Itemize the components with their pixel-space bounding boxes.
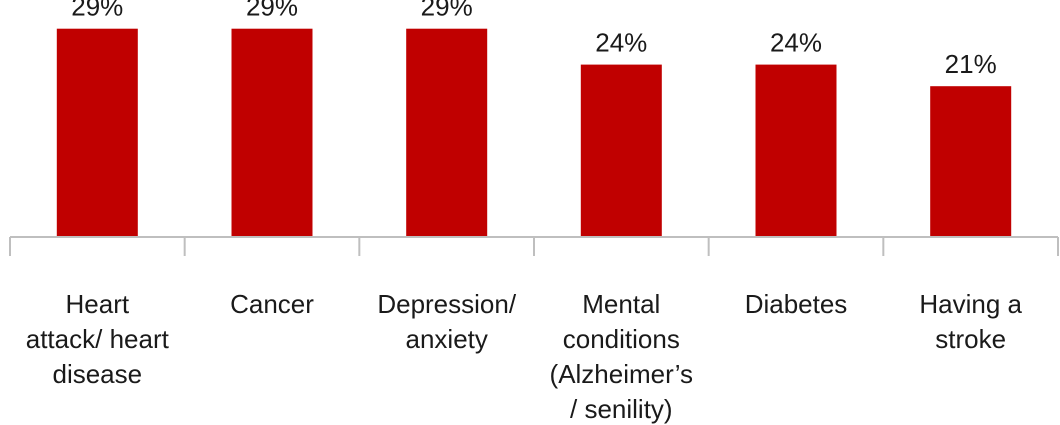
- bars-group: [56, 28, 1012, 238]
- category-label-line: stroke: [935, 324, 1006, 354]
- category-label-line: (Alzheimer’s: [550, 359, 694, 389]
- bar: [580, 64, 662, 237]
- bar-value-label: 21%: [945, 49, 997, 79]
- category-label-line: Diabetes: [745, 289, 848, 319]
- category-label-line: Mental: [582, 289, 660, 319]
- bar: [231, 28, 313, 238]
- category-label: Mental conditions (Alzheimer’s / senility): [550, 289, 694, 424]
- category-label-line: Having a: [919, 289, 1022, 319]
- bar: [406, 28, 488, 238]
- category-labels-group: Heart attack/ heart disease Cancer Depressio…: [26, 289, 1023, 424]
- bar: [56, 28, 138, 238]
- value-labels-group: 29% 29% 29% 24% 24% 21%: [71, 0, 996, 79]
- bar-value-label: 29%: [421, 0, 473, 22]
- bar: [930, 86, 1012, 237]
- x-axis-ticks-group: [9, 237, 1059, 256]
- category-label: Depression/anxiety: [377, 289, 517, 354]
- category-label: Having a stroke: [919, 289, 1022, 354]
- category-label: Diabetes: [745, 289, 848, 319]
- category-label-line: anxiety: [406, 324, 488, 354]
- category-label-line: Heart: [66, 289, 130, 319]
- bar-value-label: 29%: [71, 0, 123, 22]
- category-label-line: Cancer: [230, 289, 314, 319]
- bar-value-label: 29%: [246, 0, 298, 22]
- category-label-line: Depression/: [377, 289, 517, 319]
- bar-value-label: 24%: [595, 28, 647, 58]
- category-label-line: / senility): [570, 394, 673, 424]
- bar-value-label: 24%: [770, 28, 822, 58]
- bar: [755, 64, 837, 237]
- category-label: Cancer: [230, 289, 314, 319]
- category-label-line: disease: [52, 359, 142, 389]
- category-label-line: attack/ heart: [26, 324, 170, 354]
- category-label: Heart attack/ heart disease: [26, 289, 170, 389]
- category-label-line: conditions: [563, 324, 680, 354]
